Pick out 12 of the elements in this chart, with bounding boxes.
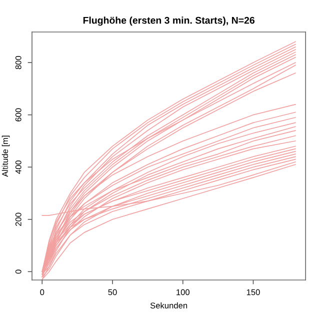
y-tick-label: 400 (15, 160, 22, 174)
x-tick-label: 50 (108, 289, 117, 296)
x-axis-title: Sekunden (150, 302, 188, 308)
x-tick-label: 150 (246, 289, 260, 296)
y-tick-label: 0 (15, 270, 22, 274)
y-tick-label: 600 (15, 108, 22, 122)
x-tick-label: 0 (40, 289, 44, 296)
chart-title: Flughöhe (ersten 3 min. Starts), N=26 (83, 16, 254, 26)
y-tick-label: 200 (15, 212, 22, 226)
x-tick-label: 100 (176, 289, 190, 296)
y-axis-title: Altitude [m] (2, 136, 10, 177)
y-tick-label: 800 (15, 56, 22, 70)
